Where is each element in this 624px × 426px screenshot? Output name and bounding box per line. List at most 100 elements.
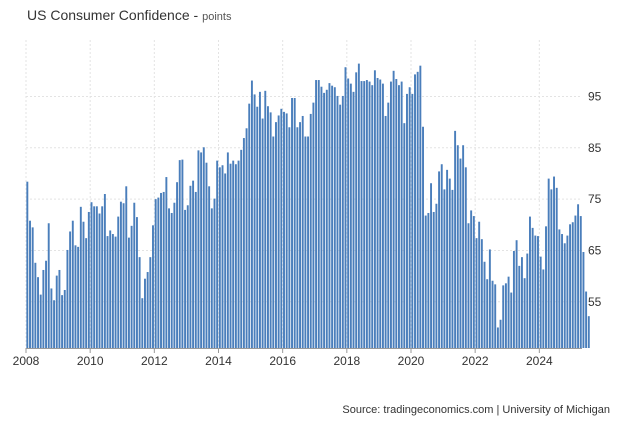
bar: [582, 252, 585, 348]
bar: [526, 253, 529, 348]
bar: [245, 128, 248, 348]
bar: [264, 90, 267, 348]
bar: [210, 208, 213, 348]
bar: [269, 112, 272, 348]
chart-title: US Consumer Confidence - points: [27, 7, 232, 23]
bar: [234, 164, 237, 348]
bar: [510, 292, 513, 348]
bar: [464, 167, 467, 348]
y-tick-label: 55: [588, 295, 602, 309]
x-tick-label: 2008: [13, 354, 40, 368]
bar: [545, 226, 547, 348]
bar: [475, 238, 478, 348]
bar: [371, 85, 374, 349]
bar: [414, 74, 416, 348]
bar: [389, 81, 392, 348]
bar: [435, 203, 438, 348]
bar: [34, 262, 37, 348]
bar: [577, 204, 580, 348]
bar: [496, 327, 499, 348]
bar: [462, 145, 465, 348]
bar: [63, 289, 66, 348]
bar: [451, 189, 454, 348]
bar: [478, 221, 481, 348]
x-tick-label: 2020: [398, 354, 425, 368]
bar: [408, 87, 411, 348]
bar: [323, 92, 326, 349]
bar: [189, 185, 192, 348]
bar: [216, 160, 219, 348]
bar: [486, 279, 489, 348]
bar: [555, 187, 558, 348]
bar: [381, 83, 384, 348]
bar: [280, 108, 283, 348]
bar: [122, 203, 125, 348]
bar: [422, 126, 424, 348]
bar: [119, 201, 122, 348]
bar: [173, 202, 176, 348]
bar: [569, 224, 572, 348]
bar: [472, 216, 475, 348]
bar: [470, 210, 473, 348]
bar: [192, 180, 195, 348]
bar: [162, 191, 165, 348]
bar: [275, 122, 277, 348]
bar: [315, 80, 318, 348]
bar: [144, 278, 146, 348]
bar: [579, 216, 582, 348]
bar: [561, 234, 564, 348]
bar: [197, 150, 200, 348]
bar: [309, 113, 312, 348]
bar: [184, 209, 187, 348]
bar: [194, 191, 197, 348]
bar: [341, 95, 344, 348]
bar: [339, 104, 342, 349]
bar: [494, 284, 497, 348]
bar: [395, 79, 398, 348]
bar: [379, 79, 382, 348]
bar: [69, 231, 72, 348]
bar: [325, 89, 328, 348]
bar: [45, 260, 48, 348]
bar: [376, 77, 379, 349]
bar: [79, 206, 82, 348]
bar: [42, 269, 45, 348]
bar: [352, 91, 355, 348]
bar: [250, 80, 253, 349]
bar: [427, 212, 430, 348]
bar: [317, 80, 320, 348]
x-tick-label: 2014: [205, 354, 232, 368]
bar: [411, 93, 414, 349]
bar: [299, 122, 301, 348]
bar: [430, 183, 433, 348]
x-tick-label: 2010: [77, 354, 104, 368]
bar: [218, 167, 221, 348]
bar: [365, 80, 368, 348]
bar: [534, 235, 537, 348]
y-axis-ticks: 95 85 75 65 55: [588, 89, 602, 308]
bar: [71, 220, 74, 348]
bar: [95, 206, 98, 348]
bar: [186, 205, 189, 348]
bar: [125, 186, 128, 348]
grid-lines: [25, 40, 582, 348]
bar: [357, 63, 360, 349]
bar: [117, 216, 120, 348]
bar: [77, 246, 80, 348]
bar: [37, 277, 39, 348]
x-tick-label: 2018: [333, 354, 360, 368]
bar: [226, 152, 229, 348]
bar: [491, 280, 494, 348]
bar: [160, 192, 162, 348]
bar: [146, 272, 149, 348]
bar: [58, 269, 61, 348]
bar: [253, 94, 256, 348]
bar: [373, 70, 376, 348]
bar: [237, 160, 240, 348]
bar: [106, 236, 109, 348]
bar: [312, 102, 315, 348]
bar: [499, 319, 502, 348]
bar: [553, 176, 555, 348]
bar: [229, 163, 232, 348]
bar: [55, 275, 58, 348]
